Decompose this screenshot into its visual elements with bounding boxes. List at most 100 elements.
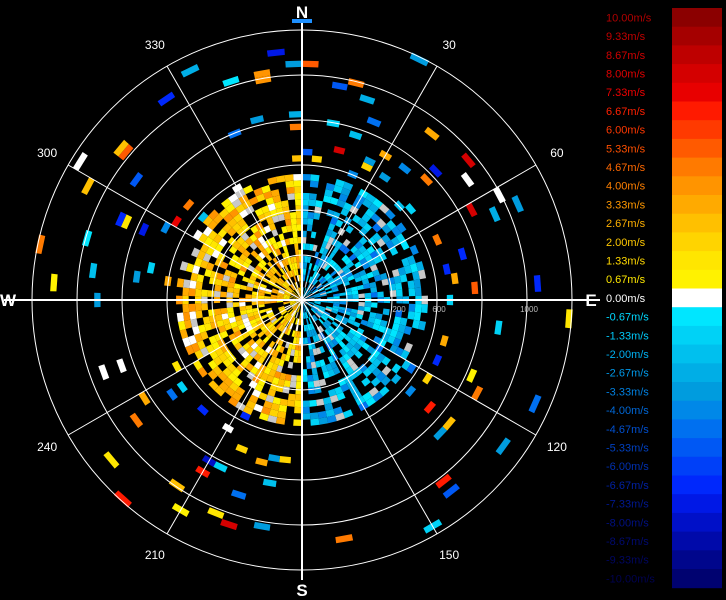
echo-cell (218, 352, 228, 363)
echo-cell (296, 305, 300, 312)
echo-cell (214, 284, 222, 292)
echo-cell (259, 309, 267, 314)
echo-cell (182, 287, 190, 297)
echo-cell (191, 264, 201, 275)
echo-cell (311, 307, 318, 312)
echo-cell (270, 402, 280, 411)
echo-cell (322, 312, 330, 318)
echo-cell (250, 366, 259, 375)
echo-cell (307, 374, 314, 382)
echo-cell (381, 356, 391, 366)
echo-cell (291, 263, 296, 270)
echo-cell (313, 279, 319, 286)
echo-cell (393, 275, 402, 284)
echo-cell (195, 281, 203, 290)
echo-cell (428, 164, 443, 178)
echo-cell (253, 361, 262, 370)
echo-cell (261, 406, 271, 416)
colorbar-swatch (672, 213, 722, 233)
echo-cell (222, 222, 232, 233)
echo-cell (286, 225, 293, 233)
echo-cell (339, 331, 347, 338)
echo-cell (313, 314, 319, 321)
echo-cell (406, 363, 417, 374)
echo-cell (295, 211, 302, 219)
echo-cell (375, 313, 383, 320)
echo-cell (227, 217, 238, 228)
echo-cell (287, 399, 295, 407)
azimuth-spoke (67, 164, 303, 301)
echo-cell (330, 217, 338, 226)
echo-cell (302, 148, 313, 156)
echo-cell (277, 213, 285, 222)
echo-cell (396, 233, 406, 244)
echo-cell (228, 316, 237, 324)
echo-cell (260, 283, 267, 289)
echo-cell (267, 176, 278, 185)
echo-cell (407, 280, 415, 289)
echo-cell (270, 300, 277, 304)
echo-cell (241, 223, 251, 233)
echo-cell (367, 236, 377, 246)
echo-cell (381, 278, 389, 286)
echo-cell (188, 288, 196, 297)
colorbar-swatch (672, 512, 722, 533)
echo-cell (276, 240, 283, 249)
echo-cell (318, 325, 325, 333)
echo-cell (261, 205, 270, 214)
colorbar-swatch (672, 288, 722, 308)
echo-cell (182, 303, 190, 313)
echo-cell (208, 380, 219, 391)
echo-cell (370, 213, 381, 223)
echo-cell (367, 354, 377, 364)
echo-cell (291, 155, 302, 162)
echo-cell (357, 218, 367, 228)
echo-cell (226, 286, 234, 293)
echo-cell (294, 330, 298, 338)
echo-cell (302, 218, 308, 225)
echo-cell (218, 381, 230, 392)
echo-cell (314, 302, 321, 305)
echo-cell (221, 280, 229, 287)
echo-cell (239, 301, 246, 307)
echo-cell (398, 162, 412, 175)
echo-cell (277, 410, 287, 419)
echo-cell (365, 193, 377, 204)
echo-cell (276, 300, 284, 303)
echo-cell (307, 301, 314, 305)
echo-cell (236, 257, 245, 266)
colorbar-label: -0.67m/s (606, 312, 649, 324)
echo-cell (339, 243, 347, 252)
echo-cell (201, 303, 209, 311)
echo-cell (248, 196, 259, 206)
echo-cell (236, 334, 245, 343)
echo-cell (302, 400, 310, 408)
echo-cell (242, 405, 254, 416)
echo-cell (294, 192, 302, 200)
echo-cell (399, 274, 408, 283)
echo-cell (222, 274, 231, 282)
echo-cell (397, 266, 406, 276)
echo-cell (342, 353, 351, 362)
echo-cell (218, 237, 228, 248)
echo-cell (278, 233, 285, 241)
echo-cell (266, 311, 274, 317)
colorbar-swatch (672, 494, 722, 514)
echo-cell (421, 304, 428, 314)
echo-cell (395, 282, 403, 291)
echo-cell (294, 400, 302, 408)
echo-cell (265, 254, 273, 262)
echo-cell (296, 288, 300, 295)
echo-cell (317, 259, 323, 267)
echo-cell (246, 282, 255, 288)
colorbar-label: 9.33m/s (606, 31, 646, 43)
echo-cell (354, 241, 363, 250)
colorbar-label: -2.00m/s (606, 349, 649, 361)
echo-cell (291, 317, 296, 324)
polar-grid (4, 20, 600, 580)
echo-cell (307, 324, 311, 331)
echo-cell (346, 349, 355, 358)
azimuth-label: 120 (547, 440, 567, 454)
echo-cell (457, 247, 468, 261)
echo-cell (298, 287, 301, 294)
